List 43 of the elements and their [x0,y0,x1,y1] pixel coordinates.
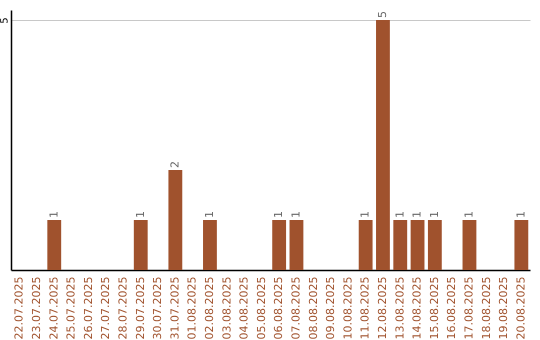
x-tick-label: 28.07.2025 [116,276,130,340]
x-tick-label: 08.08.2025 [306,276,320,340]
data-label: 5 [376,11,389,18]
x-tick-label: 02.08.2025 [202,276,216,340]
x-tick-label: 10.08.2025 [341,276,354,340]
data-label: 1 [514,211,528,218]
x-tick-label: 05.08.2025 [254,276,268,340]
x-tick-label: 12.08.2025 [376,276,389,340]
x-tick-label: 20.08.2025 [514,276,528,340]
data-label: 2 [168,161,182,168]
data-label: 1 [134,211,147,218]
x-tick-label: 18.08.2025 [480,276,493,340]
data-label: 1 [393,211,406,218]
x-tick-label: 25.07.2025 [64,276,78,340]
data-label: 1 [272,211,286,218]
x-tick-label: 13.08.2025 [393,276,406,340]
x-tick-label: 03.08.2025 [220,276,234,340]
x-tick-label: 26.07.2025 [82,276,95,340]
x-tick-label: 16.08.2025 [445,276,458,340]
x-tick-label: 06.08.2025 [272,276,286,340]
data-label: 1 [410,211,424,218]
x-tick-label: 23.07.2025 [30,276,43,340]
x-tick-label: 27.07.2025 [99,276,112,340]
x-tick-label: 19.08.2025 [497,276,510,340]
data-label: 1 [289,211,302,218]
data-label: 1 [358,211,372,218]
x-tick-label: 17.08.2025 [462,276,476,340]
x-tick-label: 31.07.2025 [168,276,182,340]
x-tick-label: 22.07.2025 [12,276,26,340]
data-label: 1 [462,211,476,218]
x-tick-label: 11.08.2025 [358,276,372,340]
x-tick-label: 15.08.2025 [428,276,441,340]
x-tick-label: 14.08.2025 [410,276,424,340]
x-tick-label: 29.07.2025 [134,276,147,340]
x-tick-label: 01.08.2025 [186,276,199,340]
x-tick-label: 04.08.2025 [238,276,251,340]
x-tick-label: 09.08.2025 [324,276,338,340]
x-tick-label: 24.07.2025 [47,276,60,340]
x-tick-label: 07.08.2025 [289,276,302,340]
x-tick-label: 30.07.2025 [151,276,164,340]
data-label: 1 [428,211,441,218]
data-label: 1 [202,211,216,218]
data-label: 1 [47,211,60,218]
